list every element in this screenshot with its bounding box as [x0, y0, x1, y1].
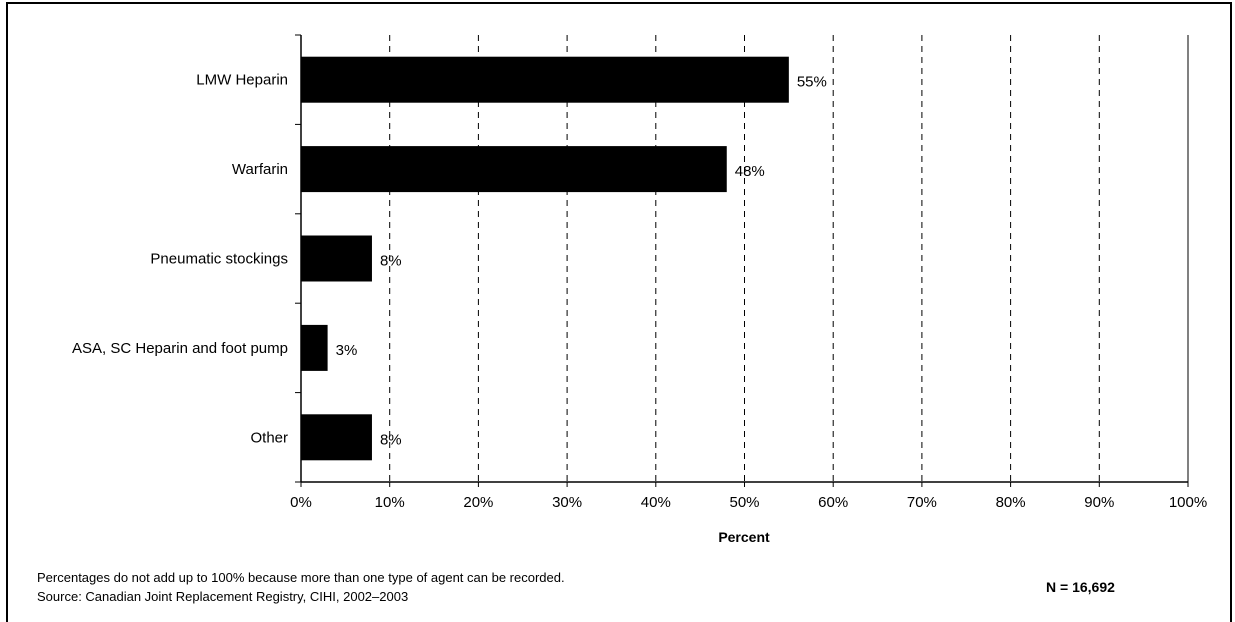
data-label: 8%	[380, 431, 402, 448]
bar	[301, 235, 372, 282]
x-tick-label: 80%	[996, 494, 1026, 511]
category-label: Pneumatic stockings	[150, 251, 288, 268]
x-tick-label: 100%	[1169, 494, 1207, 511]
x-tick-label: 10%	[375, 494, 405, 511]
bar	[301, 146, 727, 193]
x-tick-label: 40%	[641, 494, 671, 511]
x-tick-label: 70%	[907, 494, 937, 511]
bar-chart: 0% 10% 20% 30% 40% 50% 60% 70% 80% 90% 100% LMW Hep…	[72, 34, 1207, 545]
data-label: 8%	[380, 253, 402, 270]
bar	[301, 324, 328, 371]
labels: 0% 10% 20% 30% 40% 50% 60% 70% 80% 90% 100% LMW Hep…	[72, 72, 1207, 511]
data-label: 55%	[797, 74, 827, 91]
bar	[301, 414, 372, 461]
category-label: Warfarin	[232, 161, 288, 178]
x-tick-label: 60%	[818, 494, 848, 511]
sample-size-label: N = 16,692	[1046, 579, 1115, 595]
bar	[301, 56, 789, 103]
x-tick-label: 50%	[729, 494, 759, 511]
category-label: ASA, SC Heparin and foot pump	[72, 340, 288, 357]
data-label: 48%	[735, 163, 765, 180]
footnote-text: Percentages do not add up to 100% becaus…	[37, 570, 565, 585]
category-label: LMW Heparin	[196, 72, 288, 89]
footnote: Percentages do not add up to 100% becaus…	[37, 568, 565, 606]
x-axis-title: Percent	[718, 529, 770, 545]
data-label: 3%	[336, 342, 358, 359]
axes	[295, 34, 1189, 487]
x-tick-label: 20%	[463, 494, 493, 511]
source-text: Source: Canadian Joint Replacement Regis…	[37, 589, 409, 604]
category-label: Other	[250, 429, 288, 446]
chart-frame	[6, 2, 1232, 622]
x-tick-label: 90%	[1084, 494, 1114, 511]
x-tick-label: 30%	[552, 494, 582, 511]
gridlines	[389, 35, 1100, 482]
bars	[301, 56, 789, 461]
x-tick-label: 0%	[290, 494, 312, 511]
